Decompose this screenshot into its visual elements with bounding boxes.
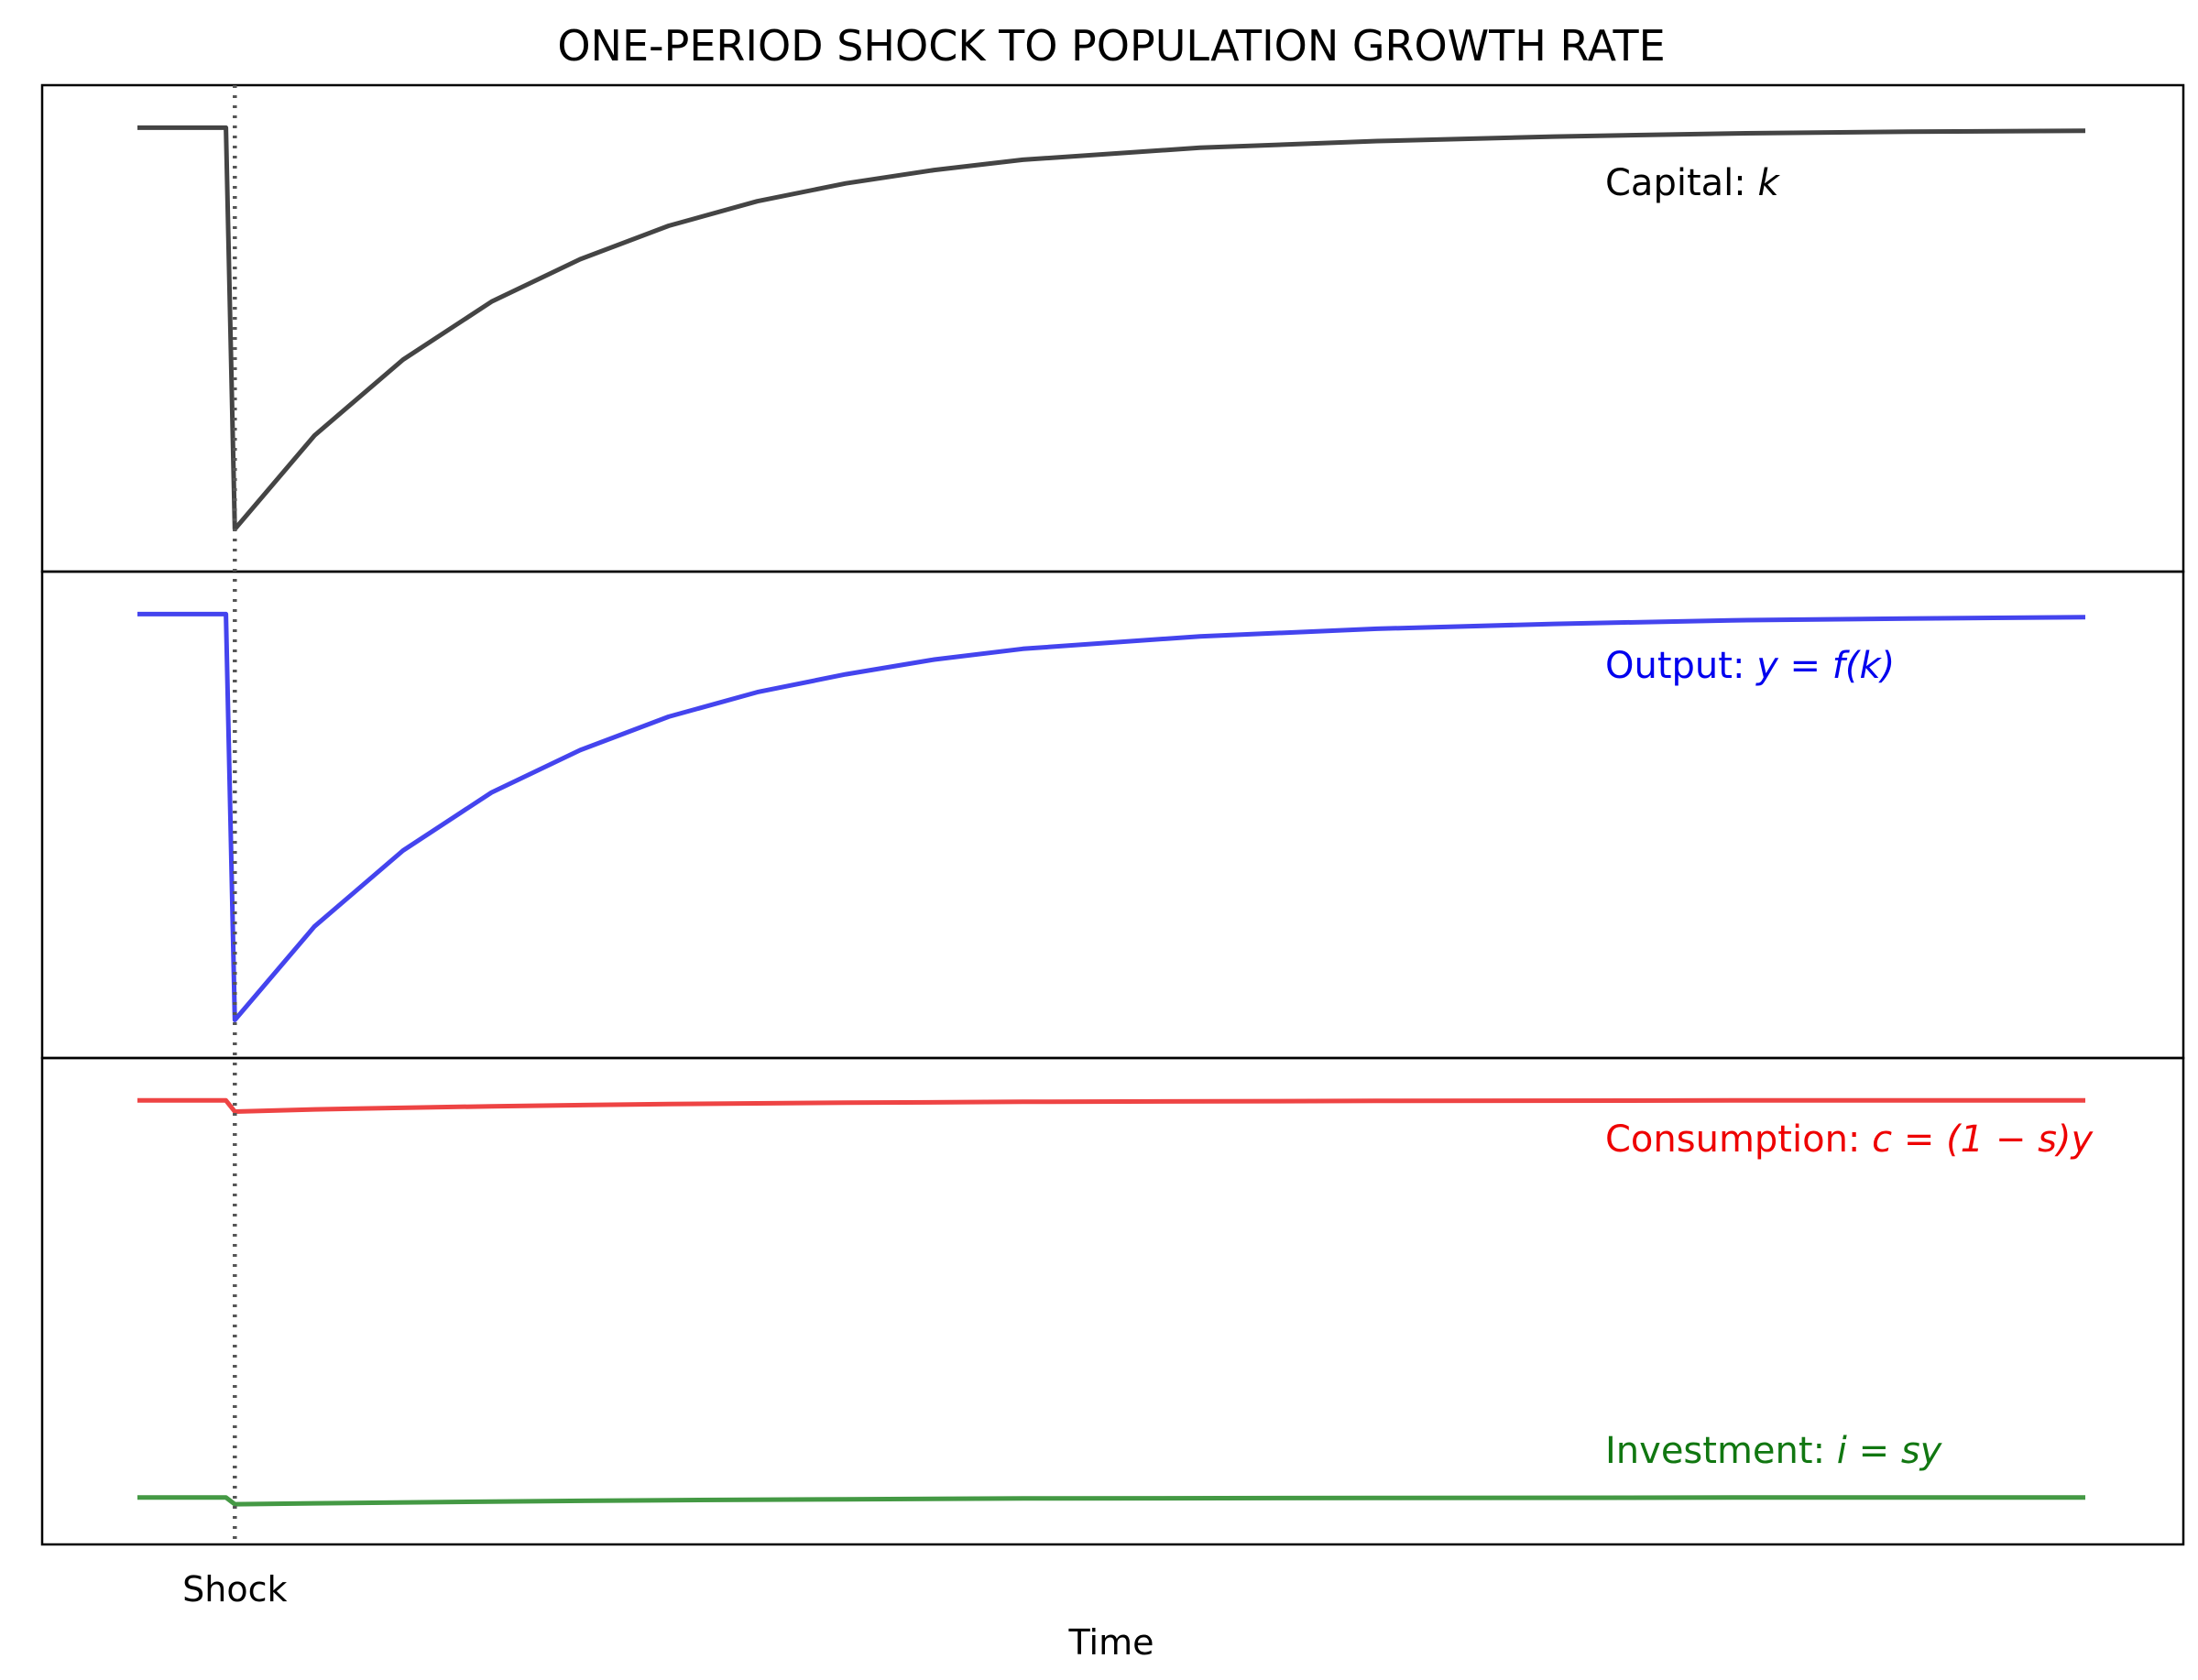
panel-1: Capital: k [40,83,2185,573]
series-line-consumption [137,1097,2085,1114]
series-line-output [137,611,2086,1022]
series-line-capital [137,125,2086,532]
panel-2: Output: y = f(k) [40,570,2185,1060]
series-label: Investment: i = sy [1605,1430,1943,1472]
series-label: Capital: k [1605,162,1780,204]
x-tick-label: Shock [182,1569,287,1609]
series-line-investment [137,1495,2085,1507]
panels-group: Capital: k Output: y = f(k) Consumption: c… [40,83,2185,1546]
series-label: Output: y = f(k) [1605,645,1895,687]
x-axis-label: Time [1068,1622,1154,1663]
chart-title: ONE-PERIOD SHOCK TO POPULATION GROWTH RA… [557,21,1665,71]
panel-3: Consumption: c = (1 − s)y Investment: i =… [40,1056,2185,1546]
x-tick-labels: Shock [182,1569,287,1609]
panel-frame [40,83,2185,573]
panel-frame [40,1056,2185,1546]
series-label: Consumption: c = (1 − s)y [1605,1118,2094,1161]
